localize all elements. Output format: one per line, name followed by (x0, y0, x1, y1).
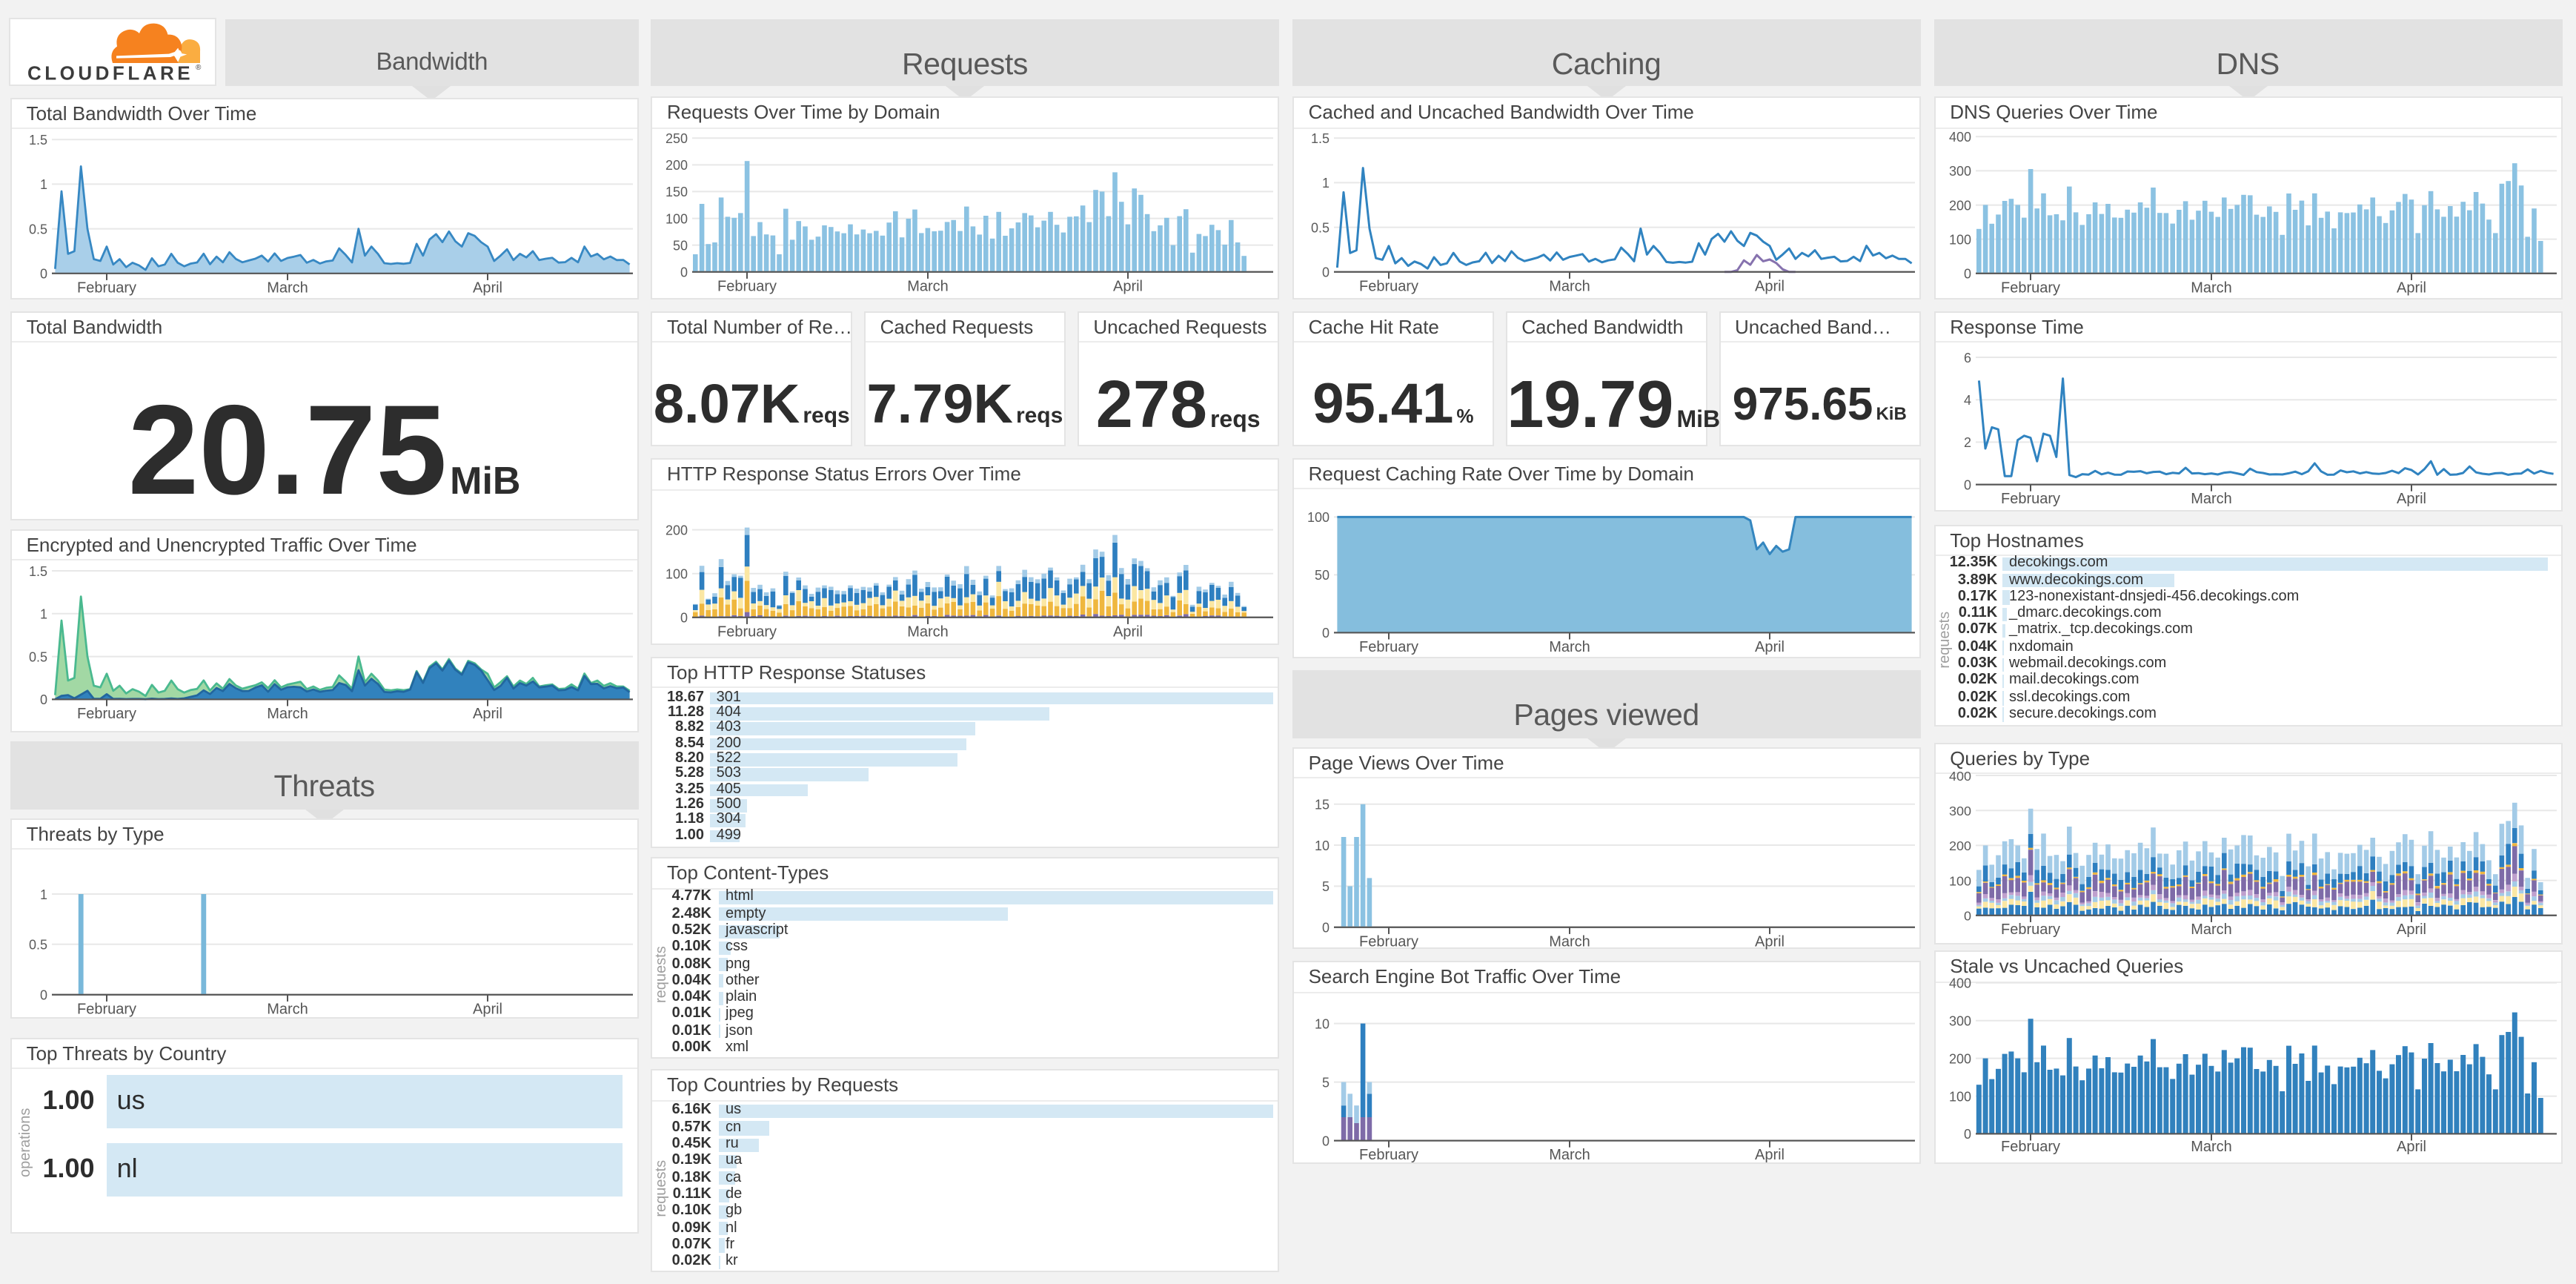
svg-text:April: April (473, 706, 502, 722)
svg-text:1.5: 1.5 (1311, 131, 1330, 146)
svg-text:March: March (267, 279, 308, 296)
svg-text:March: March (2190, 280, 2231, 297)
svg-text:300: 300 (1948, 1014, 1971, 1029)
svg-text:100: 100 (665, 567, 688, 582)
svg-text:6: 6 (1963, 351, 1971, 365)
svg-text:April: April (2396, 1139, 2426, 1156)
svg-text:March: March (907, 623, 949, 640)
svg-text:0: 0 (680, 265, 688, 280)
svg-text:April: April (1113, 278, 1143, 294)
svg-text:February: February (77, 279, 136, 296)
svg-text:400: 400 (1948, 130, 1971, 145)
svg-text:February: February (2000, 921, 2059, 938)
svg-text:100: 100 (1948, 873, 1971, 888)
svg-text:February: February (2000, 280, 2059, 297)
svg-text:March: March (1549, 639, 1590, 655)
svg-text:April: April (1755, 639, 1785, 655)
svg-text:February: February (1359, 639, 1418, 655)
svg-text:100: 100 (1948, 1090, 1971, 1105)
svg-text:April: April (1755, 1148, 1785, 1164)
svg-text:5: 5 (1322, 879, 1330, 894)
svg-text:March: March (267, 1001, 308, 1017)
svg-text:1.5: 1.5 (29, 133, 47, 148)
svg-text:April: April (2396, 491, 2426, 507)
svg-text:®: ® (196, 63, 202, 71)
svg-text:February: February (717, 623, 777, 640)
svg-text:0: 0 (1322, 920, 1330, 935)
svg-text:March: March (2190, 921, 2231, 938)
svg-text:300: 300 (1948, 804, 1971, 818)
svg-text:200: 200 (665, 158, 688, 173)
svg-text:1.5: 1.5 (29, 563, 47, 578)
svg-text:200: 200 (1948, 199, 1971, 214)
svg-text:April: April (2396, 280, 2426, 297)
svg-text:0: 0 (40, 266, 47, 281)
svg-text:CLOUDFLARE: CLOUDFLARE (28, 62, 194, 84)
svg-text:March: March (267, 706, 308, 722)
svg-text:200: 200 (665, 523, 688, 537)
svg-text:0: 0 (1322, 265, 1330, 280)
svg-text:0: 0 (1963, 908, 1971, 923)
svg-text:April: April (2396, 921, 2426, 938)
svg-text:0: 0 (1963, 267, 1971, 282)
svg-text:March: March (1549, 278, 1590, 294)
svg-text:0: 0 (1963, 477, 1971, 492)
svg-text:200: 200 (1948, 838, 1971, 853)
svg-text:March: March (2190, 1139, 2231, 1156)
svg-text:400: 400 (1948, 976, 1971, 991)
svg-text:February: February (77, 1001, 136, 1017)
svg-text:March: March (1549, 933, 1590, 950)
svg-text:March: March (1549, 1148, 1590, 1164)
svg-text:April: April (473, 1001, 502, 1017)
svg-text:2: 2 (1963, 435, 1971, 450)
svg-text:50: 50 (1315, 568, 1330, 583)
svg-text:150: 150 (665, 185, 688, 199)
svg-text:0.5: 0.5 (29, 649, 47, 664)
svg-text:0: 0 (1963, 1128, 1971, 1142)
svg-text:1: 1 (40, 606, 47, 621)
svg-text:February: February (2000, 491, 2059, 507)
svg-text:100: 100 (1307, 510, 1330, 525)
svg-text:200: 200 (1948, 1052, 1971, 1067)
svg-text:4: 4 (1963, 393, 1971, 408)
svg-text:April: April (473, 279, 502, 296)
svg-text:0: 0 (1322, 626, 1330, 641)
svg-text:1: 1 (40, 177, 47, 192)
svg-text:10: 10 (1315, 1017, 1330, 1032)
svg-text:April: April (1755, 278, 1785, 294)
svg-text:0.5: 0.5 (29, 937, 47, 952)
svg-text:March: March (2190, 491, 2231, 507)
svg-text:1: 1 (1322, 176, 1330, 191)
svg-text:15: 15 (1315, 797, 1330, 812)
svg-text:0: 0 (1322, 1134, 1330, 1149)
svg-text:April: April (1113, 623, 1143, 640)
svg-text:100: 100 (665, 211, 688, 226)
svg-text:February: February (1359, 278, 1418, 294)
svg-text:5: 5 (1322, 1076, 1330, 1091)
svg-text:250: 250 (665, 131, 688, 146)
svg-text:February: February (2000, 1139, 2059, 1156)
svg-text:February: February (77, 706, 136, 722)
svg-text:February: February (717, 278, 777, 294)
svg-text:10: 10 (1315, 838, 1330, 853)
svg-text:1: 1 (40, 887, 47, 902)
svg-text:February: February (1359, 933, 1418, 950)
svg-text:February: February (1359, 1148, 1418, 1164)
svg-text:50: 50 (673, 238, 688, 253)
svg-text:0: 0 (40, 987, 47, 1002)
svg-text:400: 400 (1948, 769, 1971, 784)
svg-text:March: March (907, 278, 949, 294)
svg-text:0: 0 (680, 611, 688, 626)
svg-text:0: 0 (40, 692, 47, 707)
svg-text:100: 100 (1948, 233, 1971, 248)
svg-text:300: 300 (1948, 165, 1971, 179)
svg-text:0.5: 0.5 (29, 222, 47, 236)
svg-text:0.5: 0.5 (1311, 220, 1330, 235)
svg-text:April: April (1755, 933, 1785, 950)
